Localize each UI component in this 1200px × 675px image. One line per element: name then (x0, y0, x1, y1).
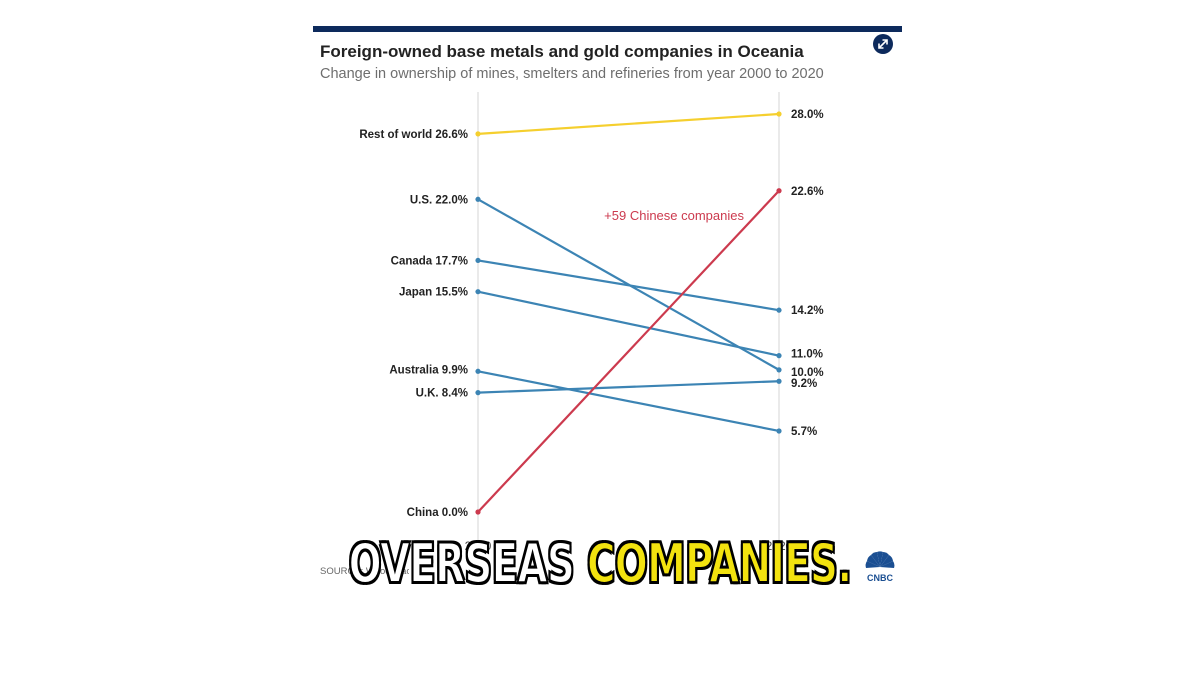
series-line-china (477, 190, 780, 513)
start-label-canada: Canada 17.7% (391, 255, 468, 267)
point-end-japan (776, 353, 782, 359)
point-end-rest-of-world (776, 111, 782, 117)
video-caption: OVERSEAS COMPANIES. (168, 531, 1032, 596)
end-label-u-s: 10.0% (791, 367, 824, 379)
start-label-rest-of-world: Rest of world 26.6% (359, 129, 468, 141)
end-label-canada: 14.2% (791, 305, 824, 317)
start-label-u-k: U.K. 8.4% (416, 388, 468, 400)
point-start-u-s (475, 196, 481, 202)
slope-chart: 2000 2020 Rest of world 26.6% 28.0% U.S. 22.… (359, 92, 824, 553)
logo-wordmark: CNBC (867, 573, 893, 582)
x-tick-start: 2000 (465, 539, 492, 553)
point-end-u-k (776, 378, 782, 384)
point-start-canada (475, 257, 481, 264)
caption-word-1: OVERSEAS (348, 531, 576, 596)
series-line-australia (477, 370, 780, 433)
end-label-u-k: 9.2% (791, 378, 817, 390)
series-line-japan (477, 290, 780, 357)
point-start-japan (475, 289, 481, 295)
source-note: SOURCE: Wood Mack (320, 566, 416, 577)
china-annotation: +59 Chinese companies (604, 208, 744, 223)
end-label-australia: 5.7% (791, 426, 817, 438)
point-start-australia (475, 368, 481, 374)
start-label-china: China 0.0% (407, 507, 468, 519)
start-label-u-s: U.S. 22.0% (410, 194, 468, 206)
point-start-u-k (475, 390, 481, 396)
series-line-rest-of-world (477, 112, 780, 135)
series-line-u-k (477, 380, 780, 394)
caption-shadow-block (409, 562, 491, 580)
point-end-china (776, 188, 782, 194)
title-rule (313, 26, 902, 32)
start-label-japan: Japan 15.5% (399, 287, 468, 299)
x-tick-end: 2020 (766, 539, 793, 553)
point-start-china (475, 509, 481, 515)
start-label-australia: Australia 9.9% (389, 364, 468, 376)
expand-button[interactable] (873, 34, 893, 54)
point-end-canada (776, 307, 782, 313)
series-line-canada (477, 259, 780, 312)
point-end-u-s (776, 367, 782, 373)
expand-arrows-icon (878, 39, 888, 49)
chart-title: Foreign-owned base metals and gold compa… (320, 42, 804, 61)
caption-word-2: COMPANIES. (586, 531, 853, 596)
end-label-china: 22.6% (791, 186, 824, 198)
end-label-japan: 11.0% (791, 349, 823, 361)
chart-card: Foreign-owned base metals and gold compa… (313, 26, 902, 586)
point-start-rest-of-world (475, 131, 481, 137)
cnbc-peacock-logo: CNBC (865, 551, 895, 582)
point-end-australia (776, 428, 782, 434)
end-label-rest-of-world: 28.0% (791, 109, 824, 121)
chart-subtitle: Change in ownership of mines, smelters a… (320, 66, 824, 82)
